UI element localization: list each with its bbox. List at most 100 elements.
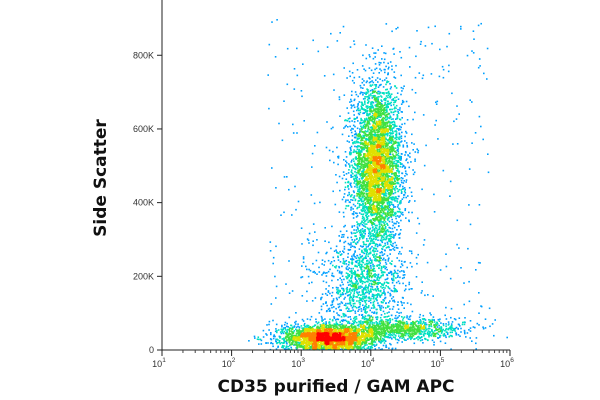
event-dot — [378, 294, 380, 296]
event-dot — [439, 336, 441, 339]
event-dot — [435, 323, 437, 326]
event-dot — [338, 272, 341, 274]
event-dot — [432, 295, 434, 297]
event-dot — [296, 341, 299, 344]
event-dot — [358, 223, 361, 225]
event-dot — [306, 238, 309, 240]
event-dot — [369, 123, 371, 125]
event-dot — [391, 236, 394, 238]
event-dot — [338, 305, 341, 308]
event-dot — [400, 189, 402, 191]
event-dot — [471, 340, 473, 342]
event-dot — [375, 97, 378, 100]
event-dot — [387, 94, 390, 97]
event-dot — [350, 100, 353, 103]
event-dot — [389, 208, 392, 210]
event-dot — [348, 275, 351, 278]
event-dot — [373, 253, 376, 255]
event-dot — [386, 174, 389, 177]
event-dot — [375, 274, 378, 276]
event-dot — [374, 131, 377, 134]
event-dot — [383, 289, 385, 291]
event-dot — [350, 262, 353, 264]
event-dot — [428, 319, 430, 321]
event-dot — [300, 346, 303, 348]
event-dot — [355, 146, 358, 148]
event-dot — [428, 334, 430, 337]
event-dot — [359, 173, 362, 175]
event-dot — [482, 138, 484, 141]
event-dot — [394, 213, 397, 215]
event-dot — [403, 180, 405, 182]
event-dot — [347, 236, 349, 239]
event-dot — [348, 302, 351, 305]
event-dot — [270, 338, 273, 341]
event-dot — [387, 285, 389, 288]
event-dot — [283, 345, 285, 347]
event-dot — [391, 208, 394, 211]
event-dot — [384, 156, 387, 158]
event-dot — [302, 63, 304, 65]
event-dot — [350, 242, 352, 244]
event-dot — [356, 184, 358, 187]
event-dot — [387, 72, 389, 74]
event-dot — [366, 249, 368, 252]
event-dot — [353, 76, 356, 79]
event-dot — [376, 96, 378, 99]
event-dot — [281, 139, 284, 142]
event-dot — [385, 302, 387, 304]
event-dot — [394, 150, 396, 153]
event-dot — [386, 115, 389, 118]
event-dot — [355, 327, 358, 330]
event-dot — [365, 337, 368, 339]
event-dot — [363, 287, 365, 289]
event-dot — [403, 274, 406, 276]
event-dot — [373, 201, 375, 204]
event-dot — [403, 271, 405, 273]
event-dot — [365, 284, 367, 287]
event-dot — [362, 308, 365, 311]
event-dot — [372, 107, 375, 109]
event-dot — [321, 263, 323, 265]
event-dot — [399, 232, 401, 235]
event-dot — [382, 211, 385, 214]
event-dot — [357, 112, 360, 115]
event-dot — [352, 172, 354, 175]
event-dot — [370, 126, 373, 128]
event-dot — [439, 318, 441, 320]
event-dot — [299, 332, 302, 334]
event-dot — [396, 210, 399, 213]
event-dot — [361, 221, 363, 224]
event-dot — [367, 326, 369, 329]
event-dot — [381, 236, 383, 238]
event-dot — [379, 309, 382, 311]
event-dot — [425, 329, 428, 331]
event-dot — [400, 211, 402, 213]
event-dot — [381, 119, 384, 122]
event-dot — [482, 327, 485, 330]
event-dot — [336, 251, 338, 254]
event-dot — [335, 286, 338, 289]
event-dot — [339, 230, 342, 233]
event-dot — [391, 68, 393, 71]
event-dot — [399, 320, 402, 322]
event-dot — [377, 293, 379, 295]
event-dot — [373, 247, 376, 250]
event-dot — [364, 301, 367, 304]
event-dot — [356, 231, 358, 233]
event-dot — [424, 294, 426, 297]
event-dot — [427, 294, 429, 296]
event-dot — [376, 286, 378, 288]
event-dot — [405, 142, 408, 144]
event-dot — [356, 69, 359, 71]
event-dot — [343, 215, 345, 218]
event-dot — [361, 255, 364, 257]
event-dot — [358, 306, 361, 308]
event-dot — [434, 25, 436, 28]
event-dot — [349, 148, 352, 150]
event-dot — [389, 153, 391, 155]
event-dot — [309, 345, 312, 348]
event-dot — [278, 122, 280, 125]
event-dot — [363, 294, 365, 296]
event-dot — [395, 185, 397, 188]
